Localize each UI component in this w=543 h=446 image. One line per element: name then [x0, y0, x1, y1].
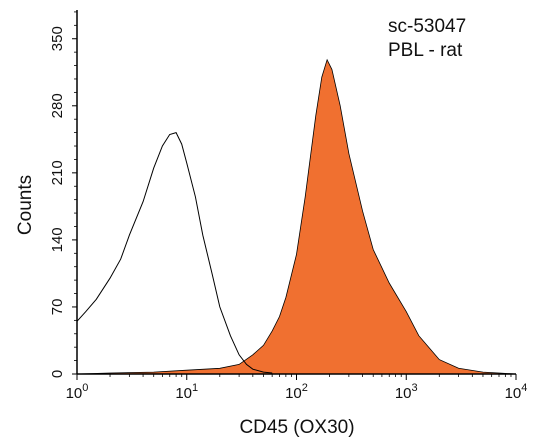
x-tick-label: 103 [395, 382, 418, 402]
y-axis-title: Counts [15, 175, 36, 235]
outline-histogram-series [76, 132, 273, 374]
y-tick-label: 70 [49, 299, 66, 316]
y-tick-label: 0 [49, 370, 66, 378]
y-tick-label: 140 [49, 227, 66, 252]
ticks-layer [72, 11, 517, 380]
labels-layer: 0 70 140 210 280 350 100 101 102 103 104 [49, 26, 527, 402]
x-axis-title: CD45 (OX30) [239, 417, 354, 438]
x-tick-label: 104 [505, 382, 528, 402]
filled-histogram-series [76, 58, 517, 375]
y-tick-label: 210 [49, 160, 66, 185]
sample-id-annotation: sc-53047 [388, 16, 466, 37]
sample-type-annotation: PBL - rat [388, 40, 463, 61]
x-tick-label: 101 [175, 382, 198, 402]
x-tick-label: 102 [285, 382, 308, 402]
y-tick-label: 350 [49, 26, 66, 51]
y-tick-label: 280 [49, 93, 66, 118]
x-tick-label: 100 [66, 382, 89, 402]
series-layer [76, 58, 517, 375]
